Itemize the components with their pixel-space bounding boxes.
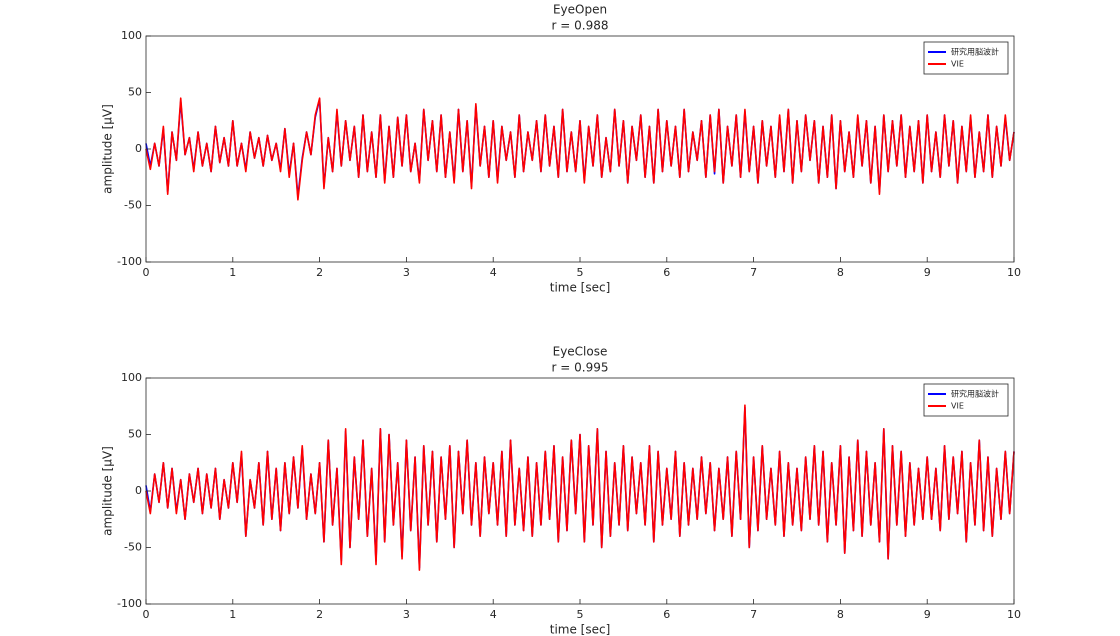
legend-label: 研究用脳波計 bbox=[951, 389, 999, 399]
legend: 研究用脳波計 VIE bbox=[923, 41, 1009, 75]
y-tick-label: -50 bbox=[124, 199, 142, 212]
legend: 研究用脳波計 VIE bbox=[923, 383, 1009, 417]
x-tick-label: 6 bbox=[663, 266, 670, 279]
y-axis-label: amplitude [μV] bbox=[101, 446, 115, 536]
y-axis-label: amplitude [μV] bbox=[101, 104, 115, 194]
x-tick-label: 2 bbox=[316, 266, 323, 279]
chart-title: EyeClose bbox=[553, 345, 608, 359]
x-tick-label: 0 bbox=[143, 266, 150, 279]
plot-area bbox=[146, 36, 1014, 262]
x-axis-label: time [sec] bbox=[550, 623, 611, 636]
y-tick-label: -50 bbox=[124, 541, 142, 554]
x-tick-label: 9 bbox=[924, 266, 931, 279]
chart-subtitle: r = 0.995 bbox=[552, 361, 609, 375]
x-tick-label: 10 bbox=[1007, 608, 1021, 621]
x-tick-label: 7 bbox=[750, 608, 757, 621]
x-tick-label: 7 bbox=[750, 266, 757, 279]
legend-label: VIE bbox=[951, 402, 964, 411]
legend-box bbox=[923, 383, 1009, 417]
x-tick-label: 9 bbox=[924, 608, 931, 621]
y-tick-label: 0 bbox=[135, 484, 142, 497]
x-tick-label: 4 bbox=[490, 266, 497, 279]
legend-label: VIE bbox=[951, 60, 964, 69]
y-tick-label: 100 bbox=[121, 29, 142, 42]
series-line bbox=[145, 404, 1015, 571]
chart-subtitle: r = 0.988 bbox=[552, 19, 609, 33]
x-tick-label: 1 bbox=[229, 266, 236, 279]
y-tick-label: 50 bbox=[128, 428, 142, 441]
plot-area bbox=[146, 378, 1014, 604]
x-tick-label: 4 bbox=[490, 608, 497, 621]
y-tick-label: -100 bbox=[117, 597, 142, 610]
y-tick-label: 0 bbox=[135, 142, 142, 155]
x-tick-label: 3 bbox=[403, 608, 410, 621]
x-tick-label: 5 bbox=[577, 266, 584, 279]
chart-title: EyeOpen bbox=[553, 3, 607, 17]
x-tick-label: 3 bbox=[403, 266, 410, 279]
x-tick-label: 1 bbox=[229, 608, 236, 621]
plot: 0 1 2 3 4 5 6 7 8 9 10 -100 -50 0 50 100 EyeOpen r = 0.98… bbox=[101, 3, 1022, 295]
x-tick-label: 10 bbox=[1007, 266, 1021, 279]
y-tick-label: 50 bbox=[128, 86, 142, 99]
x-tick-label: 5 bbox=[577, 608, 584, 621]
y-tick-label: 100 bbox=[121, 371, 142, 384]
x-tick-label: 8 bbox=[837, 266, 844, 279]
legend-box bbox=[923, 41, 1009, 75]
x-axis-label: time [sec] bbox=[550, 281, 611, 295]
plot: 0 1 2 3 4 5 6 7 8 9 10 -100 -50 0 50 100 EyeClose r = 0.9… bbox=[101, 345, 1022, 636]
legend-label: 研究用脳波計 bbox=[951, 47, 999, 57]
x-tick-label: 2 bbox=[316, 608, 323, 621]
y-tick-label: -100 bbox=[117, 255, 142, 268]
x-tick-label: 0 bbox=[143, 608, 150, 621]
series-line bbox=[145, 97, 1015, 201]
x-tick-label: 8 bbox=[837, 608, 844, 621]
x-tick-label: 6 bbox=[663, 608, 670, 621]
